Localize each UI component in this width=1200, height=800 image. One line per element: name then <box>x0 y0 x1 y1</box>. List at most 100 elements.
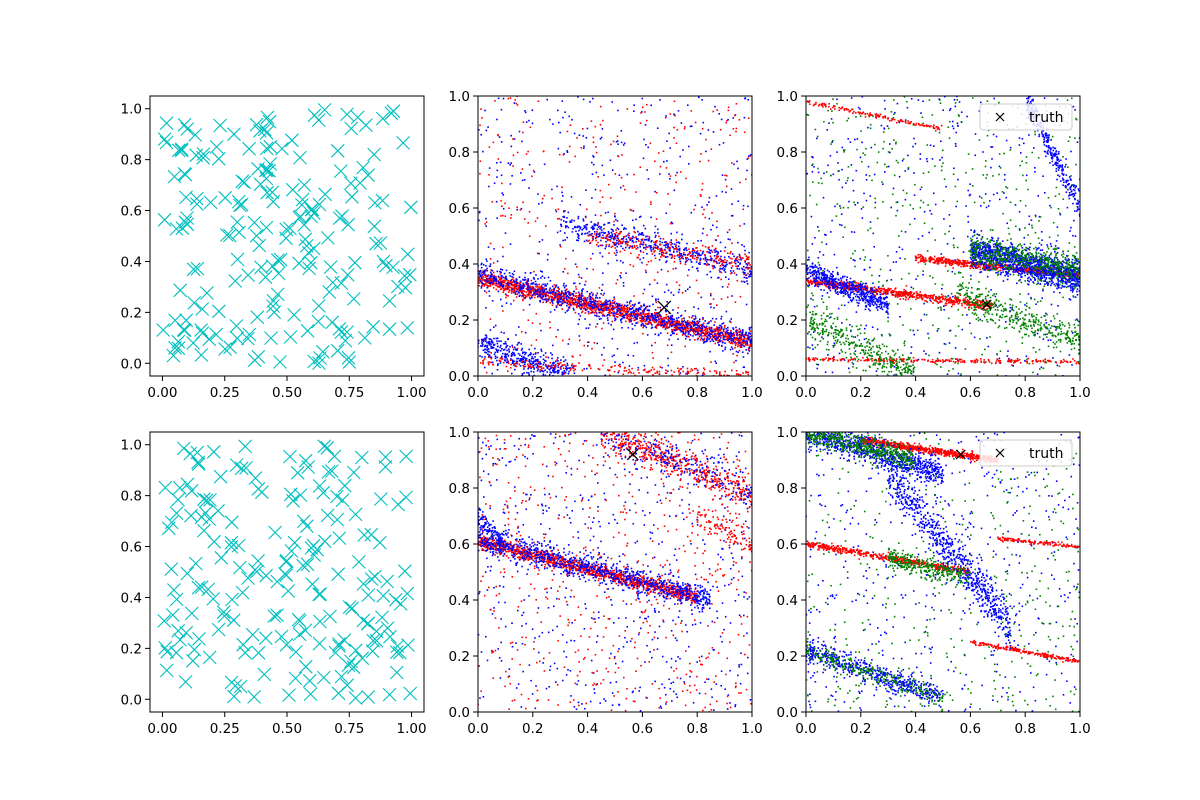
band-point <box>580 299 583 301</box>
band-point <box>537 368 539 370</box>
noise-point <box>656 127 659 129</box>
band-point <box>743 336 745 338</box>
band-point <box>500 288 503 290</box>
band-point <box>544 369 546 371</box>
band-point <box>622 237 625 240</box>
noise-point <box>675 142 678 144</box>
band-point <box>708 334 711 336</box>
noise-point <box>957 372 960 375</box>
band-point <box>515 334 517 336</box>
band-point <box>517 290 519 292</box>
band-point <box>489 285 491 288</box>
band-point <box>499 273 502 275</box>
noise-point <box>566 225 568 227</box>
scatter-x-point <box>177 323 192 338</box>
band-point <box>686 257 688 259</box>
band-point <box>527 283 530 285</box>
band-point <box>513 288 516 291</box>
band-point <box>702 371 705 374</box>
band-point <box>747 334 749 336</box>
band-point <box>698 327 700 330</box>
band-point <box>574 300 577 302</box>
band-point <box>714 329 716 332</box>
scatter-x-point <box>258 270 273 285</box>
scatter-x-point <box>254 260 268 275</box>
band-point <box>634 303 636 305</box>
band-point <box>716 255 718 258</box>
band-point <box>561 290 563 292</box>
band-point <box>620 310 622 312</box>
band-point <box>543 291 546 293</box>
band-point <box>538 366 541 368</box>
band-point <box>729 336 731 339</box>
band-point <box>696 250 699 252</box>
band-point <box>750 267 752 270</box>
noise-point <box>479 124 481 127</box>
band-point <box>587 301 589 304</box>
band-point <box>522 295 524 297</box>
noise-point <box>710 292 712 295</box>
band-point <box>666 324 668 326</box>
band-point <box>609 235 612 237</box>
band-point <box>479 274 482 276</box>
band-point <box>650 315 653 318</box>
panel-r0c2: 0.0 0.2 0.4 0.6 0.8 1.00.00.20.40.60.81.0 tru… <box>777 89 1091 401</box>
noise-point <box>913 217 916 220</box>
noise-point <box>660 268 663 271</box>
band-point <box>510 279 512 282</box>
noise-point <box>615 282 617 285</box>
band-point <box>592 238 594 240</box>
band-point <box>722 330 725 333</box>
scatter-x-point <box>259 125 274 140</box>
band-point <box>586 290 588 293</box>
band-point <box>663 255 665 257</box>
band-point <box>562 364 564 366</box>
band-point <box>545 284 547 287</box>
scatter-x-point <box>257 122 272 137</box>
noise-point <box>698 333 701 336</box>
band-point <box>715 335 718 337</box>
band-point <box>480 263 483 266</box>
band-point <box>660 319 663 321</box>
scatter-x-point <box>318 187 332 202</box>
scatter-x-point <box>203 195 218 210</box>
noise-point <box>578 134 581 136</box>
band-point <box>597 223 599 225</box>
band-point <box>716 338 718 341</box>
band-point <box>530 289 532 292</box>
scatter-x-point <box>367 219 382 234</box>
band-point <box>617 234 619 237</box>
band-point <box>573 309 575 311</box>
band-point <box>705 327 707 330</box>
band-point <box>522 284 524 287</box>
noise-point <box>929 299 931 301</box>
band-point <box>685 321 688 323</box>
noise-point <box>595 146 597 148</box>
noise-point <box>641 261 643 264</box>
band-point <box>504 353 507 355</box>
band-point <box>547 300 549 302</box>
y-tick-label: 0.0 <box>449 369 470 385</box>
band-point <box>503 342 505 345</box>
band-point <box>661 321 663 324</box>
scatter-x-point <box>159 116 174 131</box>
band-point <box>683 328 686 330</box>
noise-point <box>620 272 622 274</box>
band-point <box>625 238 628 241</box>
band-point <box>670 244 672 246</box>
band-point <box>654 321 656 324</box>
band-point <box>693 330 695 332</box>
band-point <box>490 273 493 275</box>
band-point <box>678 249 681 252</box>
band-point <box>732 340 734 343</box>
band-point <box>698 254 701 257</box>
band-point <box>573 369 575 372</box>
band-point <box>490 274 492 277</box>
scatter-x-point <box>357 331 372 345</box>
band-point <box>696 372 698 375</box>
noise-point <box>597 176 599 178</box>
noise-point <box>642 157 645 160</box>
band-point <box>501 277 503 279</box>
band-point <box>656 313 658 315</box>
band-point <box>591 305 594 308</box>
